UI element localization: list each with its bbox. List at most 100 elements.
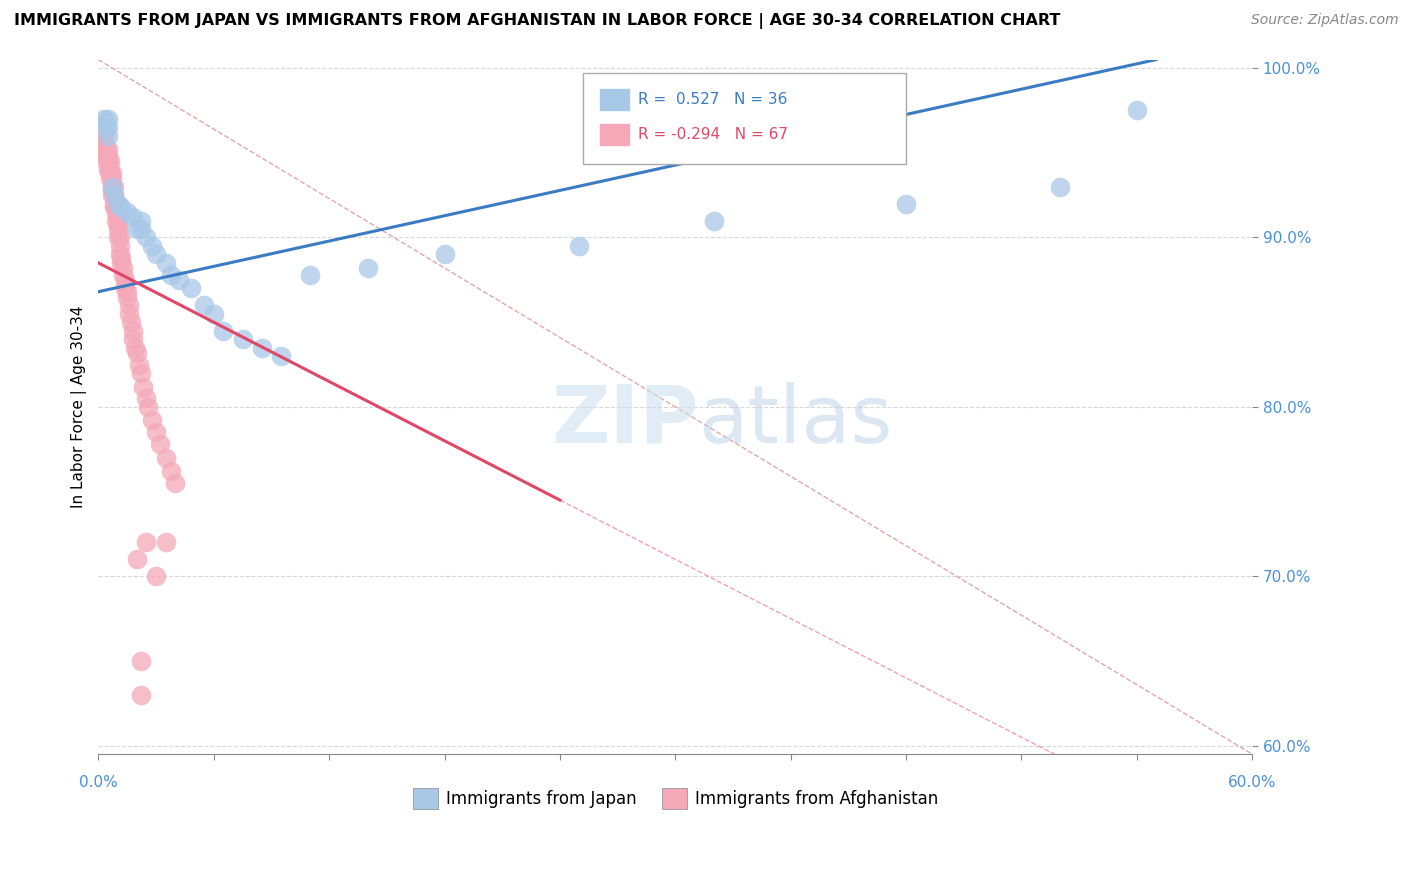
Point [112,260,135,275]
Point [94,115,117,129]
Point [94,142,117,156]
Point [91,128,114,143]
Point [98,154,121,169]
Point [110,256,132,270]
Point [167,273,190,287]
Point [212,324,235,338]
Point [97,128,120,143]
Point [193,298,215,312]
Point [107,210,129,224]
Point [103,188,125,202]
Point [103,196,125,211]
Point [93,128,115,143]
Point [202,307,225,321]
Point [107,222,129,236]
Point [135,230,157,244]
Point [125,552,148,566]
Point [155,535,177,549]
Point [125,345,148,359]
Point [129,366,152,380]
Point [104,205,127,219]
Point [145,569,167,583]
Point [97,154,120,169]
Point [120,315,142,329]
Point [93,137,115,152]
Point [141,413,163,427]
Point [104,213,127,227]
Point [115,205,138,219]
Point [98,162,121,177]
Point [101,183,124,197]
Point [101,179,124,194]
Y-axis label: In Labor Force | Age 30-34: In Labor Force | Age 30-34 [72,306,87,508]
Point [97,112,120,126]
FancyBboxPatch shape [600,89,628,111]
Legend: Immigrants from Japan, Immigrants from Afghanistan: Immigrants from Japan, Immigrants from A… [406,781,945,815]
Point [107,217,129,231]
Point [128,358,150,372]
Point [91,137,114,152]
Point [103,188,125,202]
Point [1049,179,1071,194]
Point [122,324,145,338]
Point [93,145,115,160]
Point [1126,103,1149,118]
Point [98,171,121,186]
Point [124,341,146,355]
Point [118,298,141,312]
Point [160,268,183,282]
Point [98,166,121,180]
Point [101,171,124,186]
Point [115,285,138,299]
Point [232,332,254,346]
Point [93,112,115,126]
Text: 60.0%: 60.0% [1227,774,1277,789]
Point [250,341,273,355]
Point [135,392,157,406]
Point [149,437,172,451]
Point [110,251,132,265]
Point [122,332,145,346]
Point [356,260,378,275]
Point [894,196,917,211]
Point [270,349,292,363]
Point [108,230,131,244]
Point [101,188,124,202]
Point [155,256,177,270]
Point [110,200,132,214]
Text: IMMIGRANTS FROM JAPAN VS IMMIGRANTS FROM AFGHANISTAN IN LABOR FORCE | AGE 30-34 : IMMIGRANTS FROM JAPAN VS IMMIGRANTS FROM… [14,13,1060,29]
Text: 0.0%: 0.0% [79,774,118,789]
Point [165,476,187,491]
Text: atlas: atlas [699,382,893,459]
Point [114,281,136,295]
Point [104,196,127,211]
Point [114,273,136,287]
Point [101,166,124,180]
Point [129,688,152,702]
Point [97,149,120,163]
Point [107,230,129,244]
Point [97,120,120,135]
Point [108,247,131,261]
Point [108,239,131,253]
Point [145,247,167,261]
Point [103,179,125,194]
FancyBboxPatch shape [600,124,628,145]
Point [129,213,152,227]
Point [160,464,183,478]
Point [118,307,141,321]
Point [568,239,591,253]
Point [135,535,157,549]
Point [107,196,129,211]
Point [138,400,160,414]
Point [145,425,167,440]
Text: R =  0.527   N = 36: R = 0.527 N = 36 [638,93,787,107]
Point [122,210,145,224]
Point [125,222,148,236]
Point [180,281,202,295]
Point [97,142,120,156]
Point [155,450,177,465]
FancyBboxPatch shape [583,73,905,164]
Text: ZIP: ZIP [551,382,699,459]
Point [129,222,152,236]
